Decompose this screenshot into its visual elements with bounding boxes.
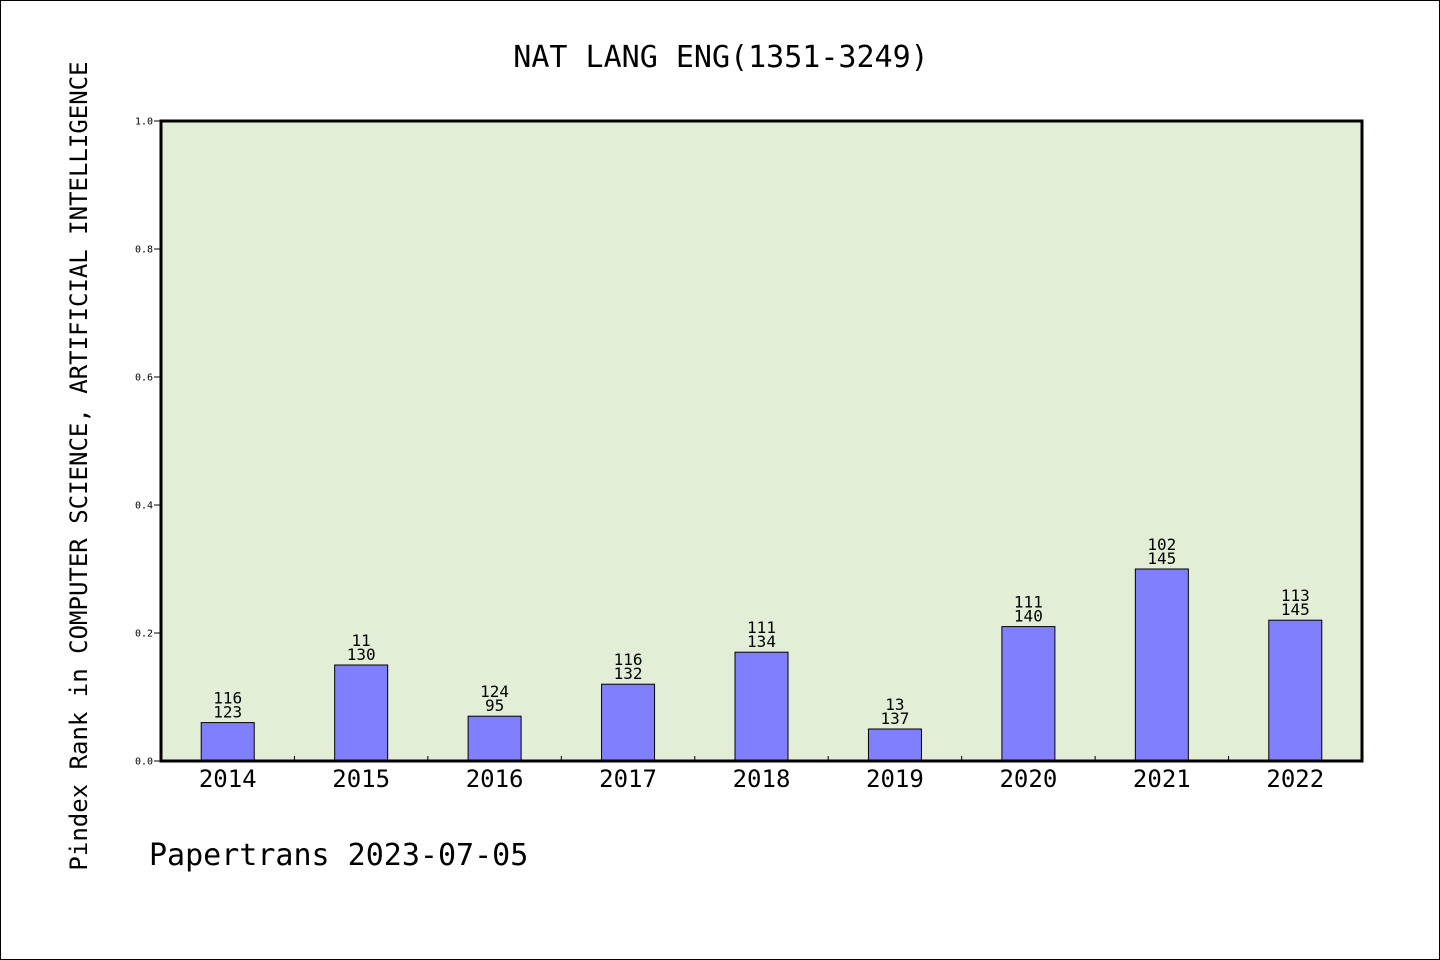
data-label-top: 11 xyxy=(352,631,371,650)
data-label-bottom: 130 xyxy=(347,645,376,664)
data-label-bottom: 134 xyxy=(747,632,776,651)
data-label-bottom: 132 xyxy=(614,664,643,683)
y-axis-label: Pindex Rank in COMPUTER SCIENCE, ARTIFIC… xyxy=(65,61,93,870)
bar-2015 xyxy=(334,664,389,762)
x-tick-label: 2016 xyxy=(466,765,524,793)
data-label-bottom: 145 xyxy=(1281,600,1310,619)
data-label-bottom: 95 xyxy=(485,696,504,715)
x-tick-label: 2015 xyxy=(332,765,390,793)
y-tick-label: 0.6 xyxy=(135,373,153,384)
bar-2016 xyxy=(467,715,522,762)
x-tick-label: 2017 xyxy=(599,765,657,793)
x-tick-label: 2014 xyxy=(199,765,257,793)
data-label-top: 111 xyxy=(747,618,776,637)
data-label-top: 116 xyxy=(213,689,242,708)
data-label-top: 111 xyxy=(1014,593,1043,612)
bar-2018 xyxy=(734,651,789,762)
x-tick-label: 2021 xyxy=(1133,765,1191,793)
data-labels: 2014116123201511130201612495201711613220… xyxy=(199,535,1324,793)
bar-2021 xyxy=(1134,568,1189,762)
bar-2014 xyxy=(200,722,255,762)
y-tick-label: 0.4 xyxy=(135,501,153,512)
data-label-top: 102 xyxy=(1147,535,1176,554)
data-label-top: 113 xyxy=(1281,586,1310,605)
x-tick-label: 2022 xyxy=(1266,765,1324,793)
bars xyxy=(200,568,1323,762)
bar-2020 xyxy=(1001,626,1056,762)
data-label-top: 116 xyxy=(614,650,643,669)
data-label-bottom: 145 xyxy=(1147,549,1176,568)
y-tick-label: 1.0 xyxy=(135,117,153,128)
bar-2019 xyxy=(867,728,922,762)
y-tick-label: 0.8 xyxy=(135,245,153,256)
y-tick-label: 0.0 xyxy=(135,757,153,768)
data-label-top: 124 xyxy=(480,682,509,701)
y-tick-label: 0.2 xyxy=(135,629,153,640)
footer-credit: Papertrans 2023-07-05 xyxy=(149,838,528,873)
bar-2017 xyxy=(601,683,656,762)
x-tick-label: 2020 xyxy=(999,765,1057,793)
data-label-bottom: 140 xyxy=(1014,607,1043,626)
bar-2022 xyxy=(1268,619,1323,762)
data-label-top: 13 xyxy=(885,695,904,714)
chart-title: NAT LANG ENG(1351-3249) xyxy=(513,40,928,75)
plot-border xyxy=(159,119,1364,763)
x-tick-label: 2019 xyxy=(866,765,924,793)
data-label-bottom: 137 xyxy=(880,709,909,728)
x-tick-label: 2018 xyxy=(733,765,791,793)
data-label-bottom: 123 xyxy=(213,703,242,722)
